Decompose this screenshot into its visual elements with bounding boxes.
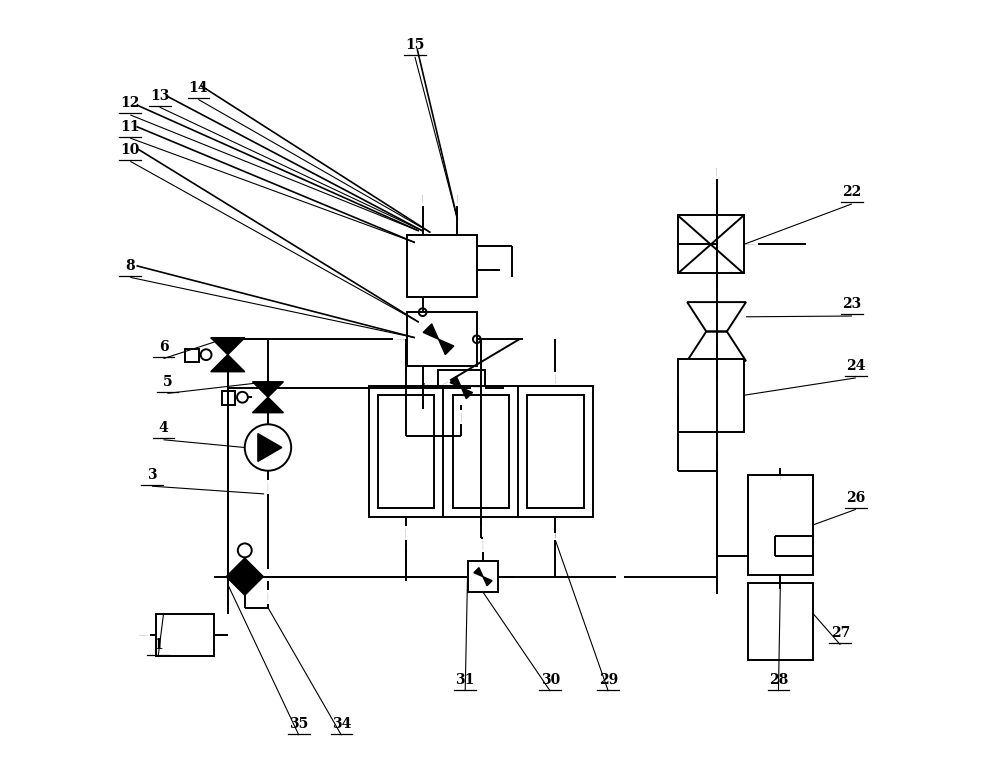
Polygon shape bbox=[258, 434, 282, 461]
Polygon shape bbox=[474, 568, 483, 576]
Polygon shape bbox=[483, 576, 492, 586]
Bar bbox=[156, 614, 214, 657]
Text: 29: 29 bbox=[599, 672, 618, 686]
Bar bbox=[407, 312, 477, 366]
Polygon shape bbox=[252, 382, 283, 397]
Bar bbox=[438, 370, 485, 405]
Polygon shape bbox=[211, 354, 245, 372]
Polygon shape bbox=[226, 558, 245, 595]
Text: 15: 15 bbox=[405, 38, 425, 52]
Bar bbox=[468, 561, 498, 592]
Text: 13: 13 bbox=[150, 89, 169, 103]
Bar bbox=[222, 391, 235, 405]
Text: 31: 31 bbox=[456, 672, 475, 686]
Text: 23: 23 bbox=[842, 298, 862, 312]
Text: 12: 12 bbox=[121, 97, 140, 111]
Bar bbox=[407, 234, 477, 297]
Text: 4: 4 bbox=[159, 421, 168, 435]
Bar bbox=[453, 395, 509, 508]
Bar bbox=[748, 474, 813, 575]
Text: 6: 6 bbox=[159, 340, 168, 354]
Text: 26: 26 bbox=[846, 491, 865, 505]
Polygon shape bbox=[252, 397, 283, 413]
Polygon shape bbox=[439, 339, 454, 354]
Text: 27: 27 bbox=[831, 626, 850, 640]
Text: 24: 24 bbox=[846, 359, 865, 373]
Text: 10: 10 bbox=[121, 143, 140, 157]
Polygon shape bbox=[461, 388, 472, 399]
Text: 14: 14 bbox=[189, 81, 208, 95]
Text: 30: 30 bbox=[541, 672, 560, 686]
Bar bbox=[748, 583, 813, 661]
Polygon shape bbox=[245, 558, 263, 595]
Text: 28: 28 bbox=[769, 672, 788, 686]
Text: 11: 11 bbox=[121, 119, 140, 133]
Bar bbox=[378, 395, 434, 508]
Text: 5: 5 bbox=[163, 375, 172, 389]
Text: 34: 34 bbox=[332, 717, 351, 731]
Text: 8: 8 bbox=[125, 259, 135, 273]
Bar bbox=[678, 216, 744, 273]
Polygon shape bbox=[423, 324, 439, 339]
Bar bbox=[369, 386, 593, 517]
Polygon shape bbox=[211, 337, 245, 354]
Text: 22: 22 bbox=[842, 185, 862, 199]
Polygon shape bbox=[450, 376, 461, 388]
Bar bbox=[527, 395, 584, 508]
Text: 35: 35 bbox=[289, 717, 309, 731]
Text: 1: 1 bbox=[153, 638, 163, 652]
Bar bbox=[185, 348, 199, 362]
Bar bbox=[678, 358, 744, 432]
Text: 3: 3 bbox=[147, 467, 157, 481]
